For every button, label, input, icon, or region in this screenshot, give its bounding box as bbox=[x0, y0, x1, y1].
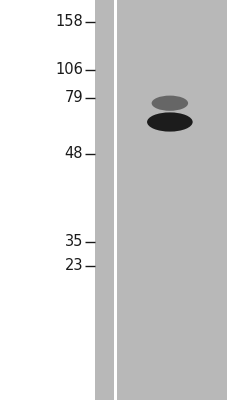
Text: 106: 106 bbox=[55, 62, 83, 78]
Text: 23: 23 bbox=[64, 258, 83, 274]
Bar bbox=[114, 0, 117, 400]
Text: 35: 35 bbox=[64, 234, 83, 250]
Bar bbox=[94, 0, 227, 400]
Ellipse shape bbox=[146, 112, 192, 132]
Text: 79: 79 bbox=[64, 90, 83, 106]
Ellipse shape bbox=[151, 96, 187, 111]
Text: 48: 48 bbox=[64, 146, 83, 162]
Text: 158: 158 bbox=[55, 14, 83, 30]
